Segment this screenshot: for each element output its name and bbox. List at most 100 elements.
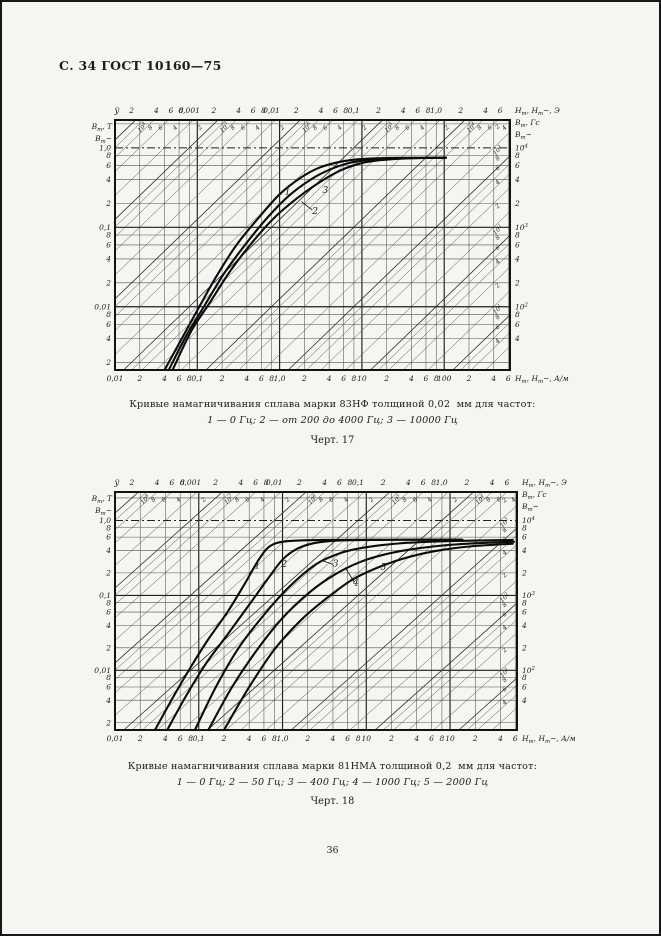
svg-text:6: 6 [341,374,346,383]
svg-text:4: 4 [174,496,182,504]
svg-text:4: 4 [521,621,527,630]
svg-text:6: 6 [157,124,165,132]
svg-text:2: 2 [360,124,368,132]
svg-text:Hm, Hm~, Э: Hm, Hm~, Э [514,106,560,117]
svg-text:0,001: 0,001 [180,478,201,487]
svg-text:8: 8 [269,374,274,383]
svg-text:107: 107 [219,121,232,134]
svg-text:6: 6 [106,241,111,250]
svg-text:4: 4 [342,496,350,504]
svg-text:105: 105 [383,121,396,134]
svg-text:6: 6 [515,320,520,329]
svg-text:105: 105 [390,493,403,506]
svg-text:6: 6 [522,683,527,692]
svg-text:2: 2 [129,478,135,487]
svg-text:6: 6 [505,478,510,487]
svg-text:8: 8 [180,478,185,487]
svg-text:8: 8 [494,234,502,242]
svg-text:Bm~: Bm~ [514,130,532,141]
svg-text:2: 2 [380,478,386,487]
svg-text:6: 6 [498,106,503,115]
svg-text:2: 2 [212,478,218,487]
svg-text:6: 6 [421,478,426,487]
svg-text:2: 2 [521,643,527,652]
svg-text:8: 8 [229,124,237,132]
svg-text:1,0: 1,0 [99,516,111,525]
svg-text:0,1: 0,1 [348,106,360,115]
curve-3 [193,538,514,732]
svg-text:Hm, Hm~, Э: Hm, Hm~, Э [521,478,567,489]
chart-17-legend: 1 — 0 Гц; 2 — от 200 до 4000 Гц; 3 — 100… [207,415,458,426]
svg-text:103: 103 [492,144,505,157]
svg-text:4: 4 [105,175,111,184]
curve-label-2: 2 [311,207,318,217]
svg-text:2: 2 [293,106,299,115]
svg-text:Bm~: Bm~ [94,134,112,145]
svg-text:0,01: 0,01 [107,734,124,743]
svg-text:6: 6 [328,496,336,504]
svg-text:8: 8 [431,478,436,487]
svg-text:8: 8 [401,496,409,504]
svg-text:1,0: 1,0 [430,106,442,115]
svg-text:2: 2 [105,568,111,577]
svg-text:4: 4 [235,106,241,115]
svg-text:8: 8 [494,155,502,163]
chart-18-caption: Кривые намагничивания сплава марки 81НМА… [127,761,538,772]
svg-text:6: 6 [169,478,174,487]
svg-text:101: 101 [492,303,504,315]
svg-text:103: 103 [515,223,529,232]
svg-text:6: 6 [513,734,518,743]
curve-label-5: 5 [381,563,387,573]
svg-text:4: 4 [243,374,249,383]
svg-text:Bm, Т: Bm, Т [91,122,113,133]
svg-text:6: 6 [495,496,503,504]
svg-text:6: 6 [501,611,509,619]
svg-text:2: 2 [211,106,217,115]
svg-text:104: 104 [522,516,536,525]
svg-text:2: 2 [196,124,204,132]
svg-text:6: 6 [412,496,420,504]
svg-text:6: 6 [429,734,434,743]
svg-text:0,01: 0,01 [266,478,283,487]
svg-text:8: 8 [179,106,184,115]
svg-text:4: 4 [258,496,266,504]
svg-text:4: 4 [162,734,168,743]
svg-text:8: 8 [234,496,242,504]
curve-label-3: 3 [333,559,339,569]
svg-text:4: 4 [482,106,488,115]
svg-text:6: 6 [345,734,350,743]
svg-text:8: 8 [501,526,509,534]
svg-text:4: 4 [335,124,343,132]
svg-text:6: 6 [244,496,252,504]
svg-text:4: 4 [326,374,332,383]
svg-text:4: 4 [500,124,508,132]
svg-text:0,1: 0,1 [352,478,364,487]
svg-text:4: 4 [405,478,411,487]
svg-text:4: 4 [493,179,501,187]
svg-text:8: 8 [515,151,520,160]
svg-text:6: 6 [106,320,111,329]
svg-text:104: 104 [465,121,478,134]
svg-text:4: 4 [105,255,111,264]
chart-18-figure-label: Черт. 18 [310,796,355,807]
svg-text:6: 6 [177,374,182,383]
svg-text:2: 2 [500,497,508,505]
svg-text:8: 8 [394,124,402,132]
page-header: С. 34 ГОСТ 10160—75 [59,58,222,73]
svg-text:6: 6 [424,374,429,383]
svg-text:2: 2 [136,374,142,383]
svg-text:2: 2 [500,646,508,654]
svg-text:8: 8 [515,310,520,319]
svg-text:4: 4 [521,696,527,705]
svg-text:4: 4 [154,478,160,487]
svg-text:8: 8 [311,124,319,132]
svg-text:8: 8 [106,310,111,319]
svg-text:6: 6 [415,106,420,115]
curve-label-3: 3 [323,186,329,196]
svg-text:6: 6 [515,161,520,170]
svg-text:6: 6 [253,478,258,487]
svg-text:8: 8 [476,124,484,132]
svg-text:2: 2 [451,496,459,504]
svg-text:ў: ў [114,106,120,116]
svg-text:102: 102 [499,591,512,604]
